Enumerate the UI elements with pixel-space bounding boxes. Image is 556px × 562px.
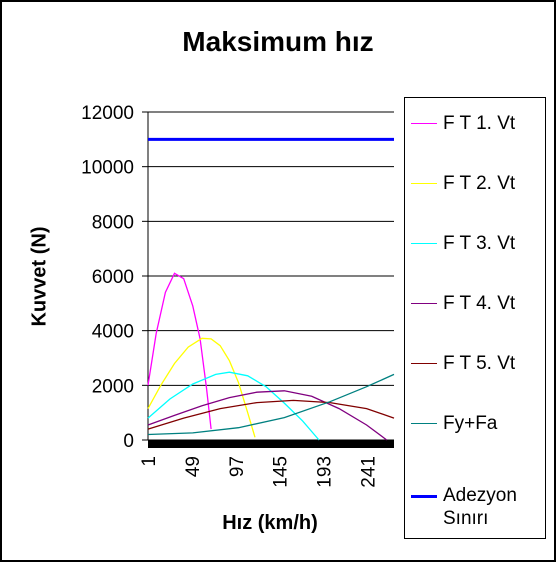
legend-swatch [411, 303, 437, 304]
x-tick-label: 97 [227, 456, 248, 477]
series-line-6 [147, 373, 395, 436]
legend-swatch [411, 423, 437, 424]
legend-label: Adezyon Sınırı [443, 485, 517, 529]
x-tick-label: 193 [315, 456, 336, 488]
legend-label: F T 3. Vt [443, 233, 516, 254]
legend-label: F T 1. Vt [443, 113, 516, 134]
series-line-2 [147, 337, 256, 438]
y-tick-label: 2000 [92, 376, 134, 397]
series-line-3 [147, 371, 320, 441]
x-axis-label: Hız (km/h) [222, 512, 318, 534]
x-axis-bar [148, 440, 394, 448]
legend-swatch [411, 123, 437, 124]
y-tick-label: 4000 [92, 322, 134, 343]
series-line-5 [147, 399, 395, 430]
legend-label: F T 2. Vt [443, 173, 516, 194]
legend-label: F T 5. Vt [443, 353, 516, 374]
legend-swatch [411, 183, 437, 184]
x-tick-label: 241 [358, 456, 379, 488]
x-tick-label: 1 [139, 456, 160, 467]
y-tick-label: 12000 [81, 103, 134, 124]
y-tick-label: 6000 [92, 267, 134, 288]
series-line-4 [147, 390, 388, 441]
y-tick-label: 0 [123, 431, 134, 452]
legend-swatch [411, 495, 437, 498]
series-line-1 [147, 272, 212, 430]
x-tick-label: 145 [271, 456, 292, 488]
legend-label: Fy+Fa [443, 413, 498, 434]
y-tick-label: 8000 [92, 212, 134, 233]
x-tick-label: 49 [183, 456, 204, 477]
legend-swatch [411, 363, 437, 364]
legend: F T 1. Vt F T 2. Vt F T 3. Vt F T 4. Vt F T … [404, 97, 546, 539]
y-tick-label: 10000 [81, 158, 134, 179]
legend-swatch [411, 243, 437, 244]
chart-title: Maksimum hız [182, 26, 374, 57]
legend-label: F T 4. Vt [443, 293, 516, 314]
